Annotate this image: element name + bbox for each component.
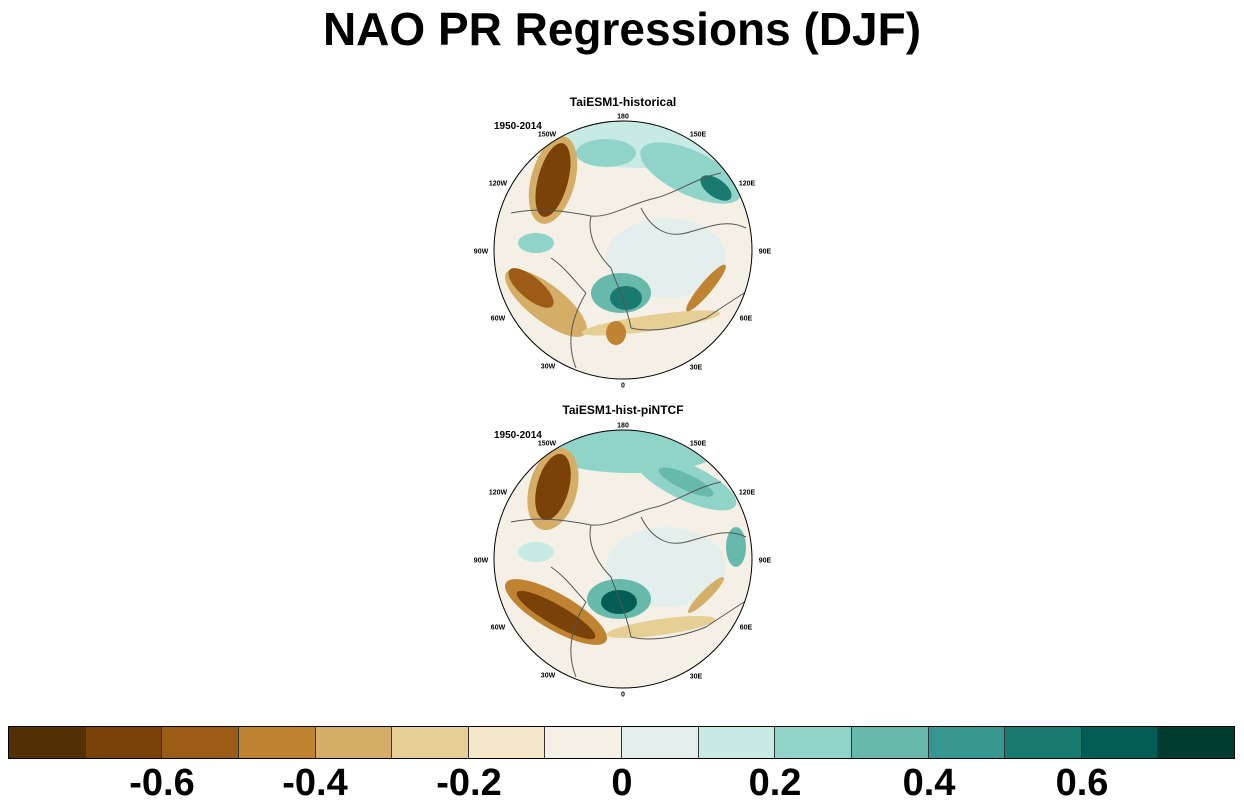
- lon-label-nw: 150W: [537, 131, 557, 139]
- panel-title-hist-pintcf: TaiESM1-hist-piNTCF: [562, 403, 684, 417]
- lon-label-sw: 30W: [540, 672, 556, 680]
- colorbar-box: [315, 727, 393, 758]
- lon-label-w: 90W: [473, 557, 489, 565]
- brown-region: [606, 615, 716, 639]
- lon-label-top: 180: [617, 422, 629, 430]
- colorbar-label: 0.4: [902, 762, 956, 804]
- lon-label-ne: 150E: [689, 131, 707, 139]
- panel-period-hist-pintcf: 1950-2014: [494, 430, 542, 441]
- lon-label-w: 90W: [473, 248, 489, 256]
- colorbar-box: [468, 727, 546, 758]
- lon-label-ene: 120E: [738, 180, 756, 188]
- teal-region: [601, 590, 637, 614]
- brown-region: [686, 264, 726, 312]
- colorbar-box: [851, 727, 929, 758]
- colorbar-box: [545, 727, 622, 758]
- colorbar-box: [1005, 727, 1082, 758]
- lon-label-bottom: 0: [621, 382, 625, 390]
- polar-map-historical: [493, 120, 753, 380]
- lon-label-e: 90E: [758, 557, 772, 565]
- colorbar-box: [9, 727, 86, 758]
- colorbar-box: [162, 727, 239, 758]
- colorbar-label: -0.6: [129, 762, 195, 804]
- lon-label-ese: 60E: [739, 315, 753, 323]
- teal-region: [576, 139, 636, 167]
- lon-label-top: 180: [617, 113, 629, 121]
- brown-region: [508, 268, 554, 308]
- lon-label-wsw: 60W: [490, 315, 506, 323]
- colorbar-box: [85, 727, 163, 758]
- lon-label-sw: 30W: [540, 363, 556, 371]
- lon-label-e: 90E: [758, 248, 772, 256]
- lon-label-ese: 60E: [739, 624, 753, 632]
- brown-region: [606, 321, 626, 345]
- panel-title-historical: TaiESM1-historical: [569, 95, 677, 109]
- colorbar-label: -0.2: [436, 762, 502, 804]
- lon-label-ne: 150E: [689, 440, 707, 448]
- colorbar-box: [238, 727, 316, 758]
- colorbar: [8, 726, 1235, 759]
- colorbar-label: 0.6: [1055, 762, 1109, 804]
- lon-label-se: 30E: [689, 364, 703, 372]
- teal-region: [518, 233, 554, 253]
- brown-region: [516, 590, 596, 640]
- teal-region: [518, 542, 554, 562]
- brown-region: [535, 143, 571, 217]
- panel-period-historical: 1950-2014: [494, 121, 542, 132]
- teal-region: [726, 527, 746, 567]
- colorbar-box: [1158, 727, 1234, 758]
- colorbar-box: [392, 727, 469, 758]
- colorbar-box: [698, 727, 776, 758]
- lon-label-wnw: 120W: [488, 180, 508, 188]
- colorbar-box: [775, 727, 852, 758]
- lon-label-nw: 150W: [537, 440, 557, 448]
- brown-region: [535, 453, 571, 521]
- colorbar-label: -0.4: [282, 762, 348, 804]
- lon-label-ene: 120E: [738, 489, 756, 497]
- coastline: [510, 481, 750, 678]
- colorbar-box: [1081, 727, 1159, 758]
- colorbar-label: 0.2: [748, 762, 802, 804]
- brown-region: [687, 576, 725, 614]
- polar-map-hist-pintcf: [493, 429, 753, 689]
- lon-label-bottom: 0: [621, 691, 625, 699]
- colorbar-box: [622, 727, 699, 758]
- coastline: [510, 172, 750, 369]
- colorbar-box: [928, 727, 1006, 758]
- lon-label-wsw: 60W: [490, 624, 506, 632]
- figure-title: NAO PR Regressions (DJF): [322, 3, 922, 55]
- teal-region: [610, 286, 642, 310]
- teal-region: [700, 175, 732, 201]
- lon-label-wnw: 120W: [488, 489, 508, 497]
- lon-label-se: 30E: [689, 673, 703, 681]
- colorbar-label: 0: [611, 762, 633, 804]
